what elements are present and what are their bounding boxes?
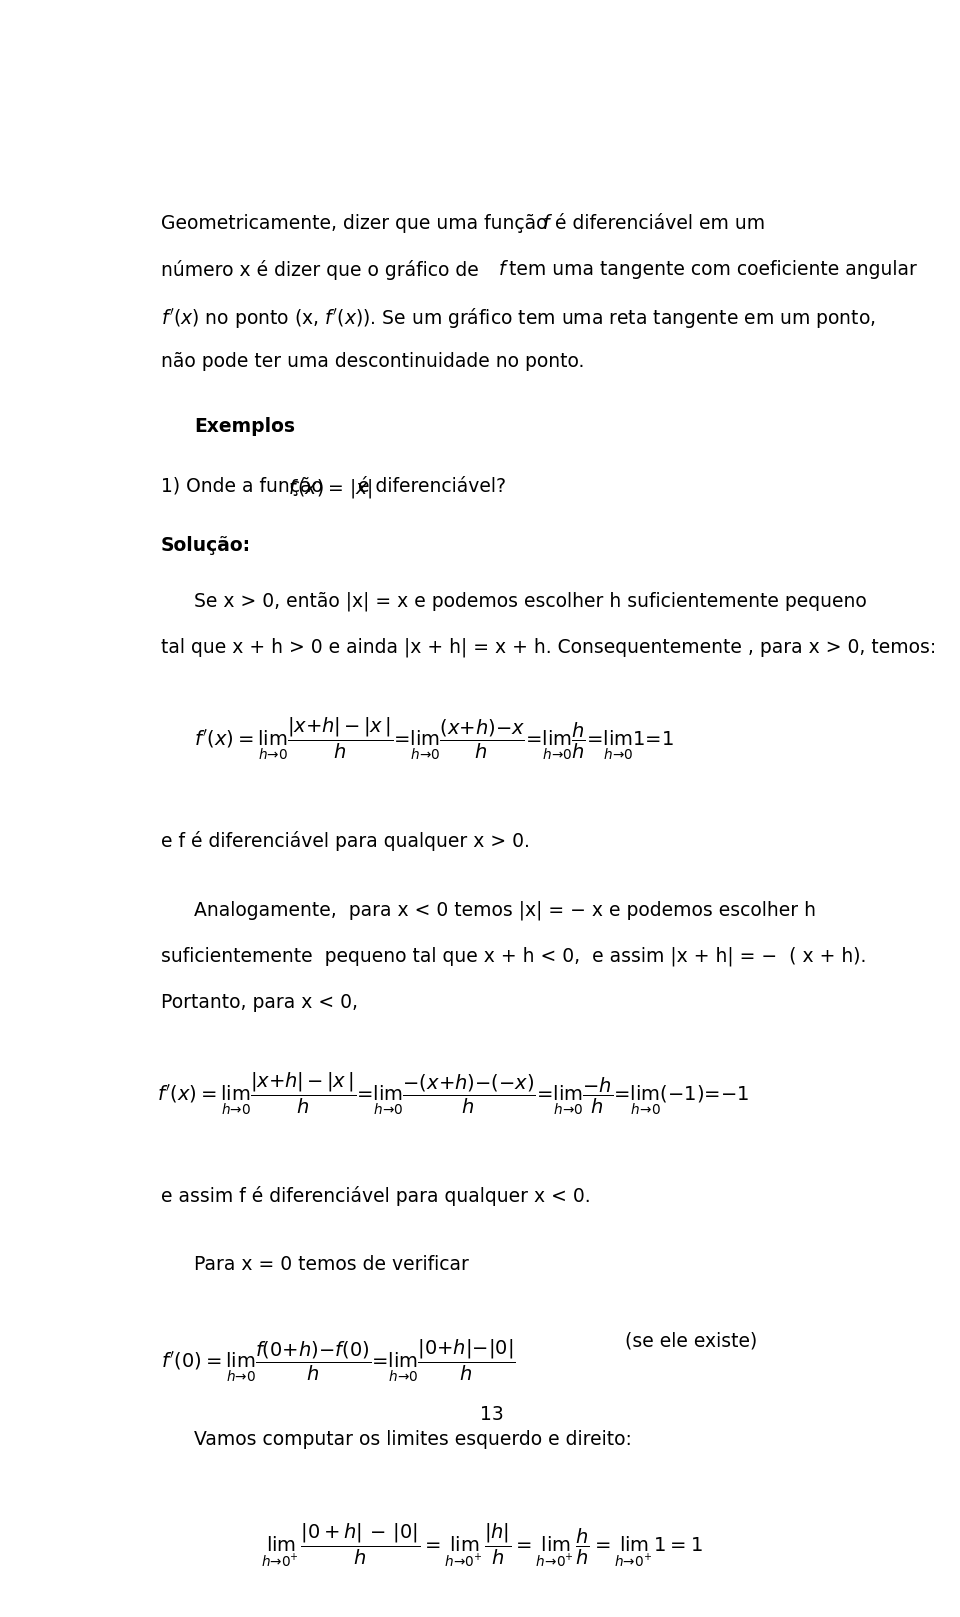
Text: Exemplos: Exemplos (194, 417, 296, 435)
Text: tem uma tangente com coeficiente angular: tem uma tangente com coeficiente angular (509, 260, 917, 280)
Text: (se ele existe): (se ele existe) (608, 1332, 757, 1350)
Text: $f'(x)$ no ponto (x, $f'(x)$). Se um gráfico tem uma reta tangente em um ponto,: $f'(x)$ no ponto (x, $f'(x)$). Se um grá… (161, 306, 876, 330)
Text: é diferenciável?: é diferenciável? (358, 477, 506, 495)
Text: $f'(x) = \lim_{h \to 0} \dfrac{|x + h|\,-\,|x\,|}{h} = \lim_{h \to 0} \dfrac{-(x: $f'(x) = \lim_{h \to 0} \dfrac{|x + h|\,… (157, 1070, 749, 1117)
Text: Portanto, para x < 0,: Portanto, para x < 0, (161, 993, 358, 1012)
Text: $\lim_{h \to 0^+} \dfrac{|0 + h|\,-\,|0|}{h} = \lim_{h \to 0^+} \dfrac{|h|}{h} =: $\lim_{h \to 0^+} \dfrac{|0 + h|\,-\,|0|… (261, 1522, 703, 1570)
Text: :: : (274, 417, 280, 435)
Text: suficientemente  pequeno tal que x + h < 0,  e assim |x + h| = −  ( x + h).: suficientemente pequeno tal que x + h < … (161, 946, 866, 965)
Text: não pode ter uma descontinuidade no ponto.: não pode ter uma descontinuidade no pont… (161, 353, 585, 372)
Text: é diferenciável em um: é diferenciável em um (555, 213, 765, 233)
Text: 13: 13 (480, 1405, 504, 1425)
Text: Se x > 0, então |x| = x e podemos escolher h suficientemente pequeno: Se x > 0, então |x| = x e podemos escolh… (194, 592, 867, 611)
Text: $f\,(x) = \,|x|$: $f\,(x) = \,|x|$ (288, 477, 372, 500)
Text: Vamos computar os limites esquerdo e direito:: Vamos computar os limites esquerdo e dir… (194, 1429, 633, 1449)
Text: Solução:: Solução: (161, 537, 252, 556)
Text: Geometricamente, dizer que uma função: Geometricamente, dizer que uma função (161, 213, 547, 233)
Text: Analogamente,  para x < 0 temos |x| = − x e podemos escolher h: Analogamente, para x < 0 temos |x| = − x… (194, 901, 816, 920)
Text: tal que x + h > 0 e ainda |x + h| = x + h. Consequentemente , para x > 0, temos:: tal que x + h > 0 e ainda |x + h| = x + … (161, 637, 936, 657)
Text: $f$: $f$ (498, 260, 509, 280)
Text: e f é diferenciável para qualquer x > 0.: e f é diferenciável para qualquer x > 0. (161, 831, 530, 851)
Text: número x é dizer que o gráfico de: número x é dizer que o gráfico de (161, 260, 479, 280)
Text: $f'(x) = \lim_{h \to 0} \dfrac{|x + h|\,-\,|x\,|}{h} = \lim_{h \to 0} \dfrac{(x : $f'(x) = \lim_{h \to 0} \dfrac{|x + h|\,… (194, 716, 674, 763)
Text: e assim f é diferenciável para qualquer x < 0.: e assim f é diferenciável para qualquer … (161, 1185, 590, 1206)
Text: 1) Onde a função: 1) Onde a função (161, 477, 323, 495)
Text: Para x = 0 temos de verificar: Para x = 0 temos de verificar (194, 1255, 469, 1274)
Text: $f$: $f$ (541, 213, 553, 233)
Text: $f'(0) = \lim_{h \to 0} \dfrac{f(0+h)-f(0)}{h} = \lim_{h \to 0} \dfrac{|0+h|-|0|: $f'(0) = \lim_{h \to 0} \dfrac{f(0+h)-f(… (161, 1337, 516, 1384)
